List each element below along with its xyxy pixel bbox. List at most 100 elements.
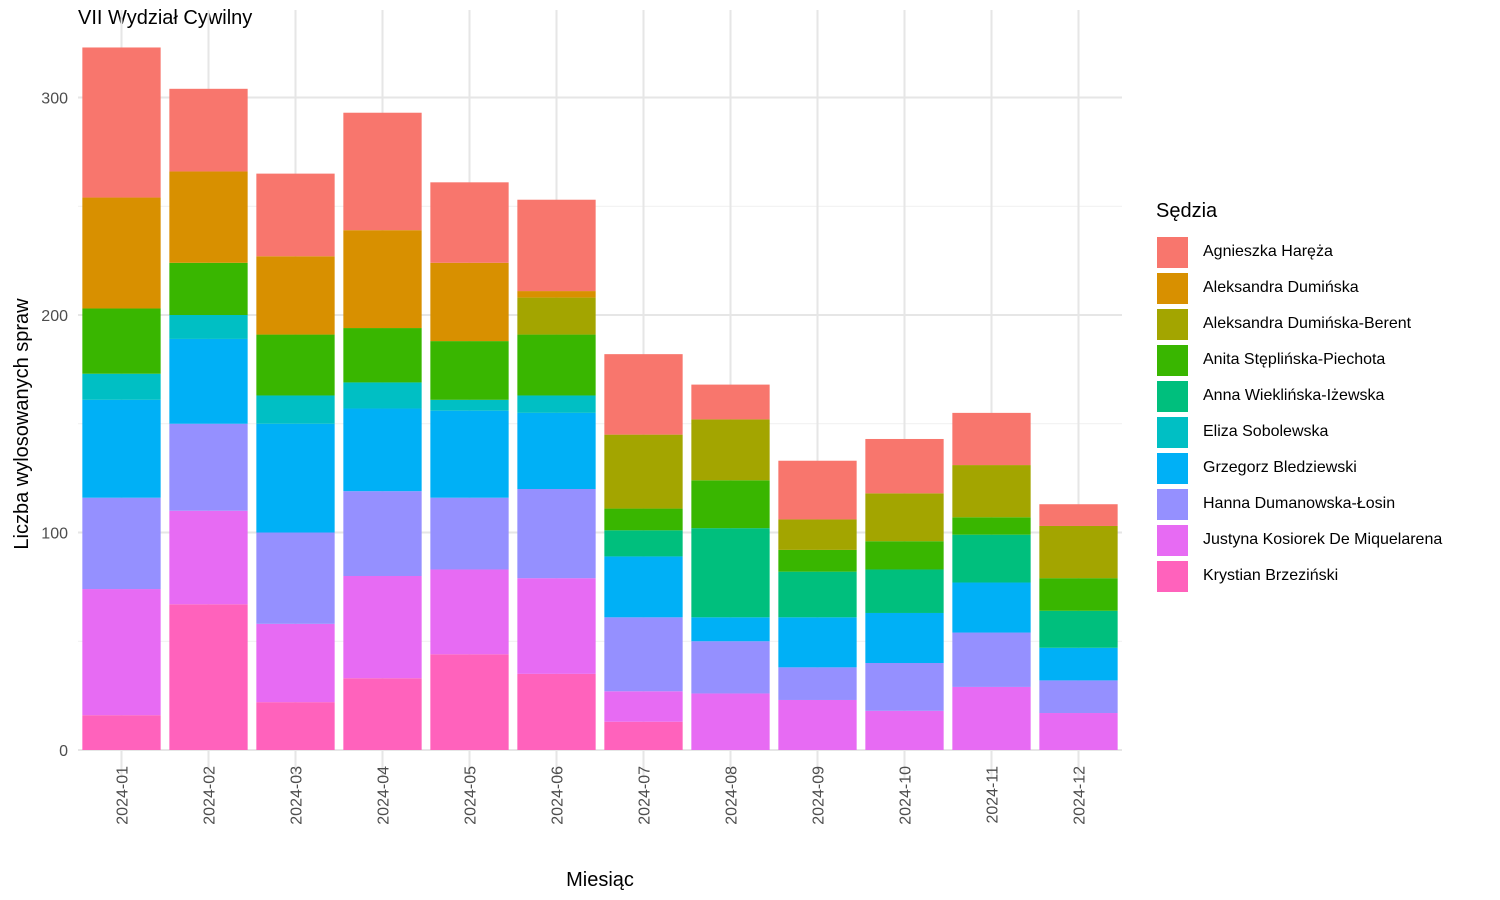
legend-swatch [1156, 379, 1189, 413]
bar-segment [1039, 680, 1118, 714]
legend-swatch [1156, 415, 1189, 449]
x-tick-label: 2024-06 [550, 766, 567, 825]
bar-segment [82, 308, 161, 374]
bar-segment [430, 341, 509, 400]
bar-segment [865, 541, 944, 570]
bar-segment [691, 384, 770, 420]
y-tick-label: 100 [41, 526, 68, 543]
x-tick-label: 2024-03 [289, 766, 306, 825]
bar-segment [604, 691, 683, 722]
legend-items: Agnieszka Haręża Aleksandra Dumińska Aleks… [1156, 234, 1442, 594]
legend-swatch [1156, 559, 1189, 593]
legend-label: Hanna Dumanowska-Łosin [1203, 495, 1396, 512]
bar-segment [604, 617, 683, 692]
bar-segment [604, 354, 683, 435]
legend-title: Sędzia [1156, 200, 1218, 222]
x-tick-label: 2024-11 [985, 766, 1002, 824]
bar-segment [604, 508, 683, 531]
bar-segment [82, 373, 161, 400]
bar-segment [169, 423, 248, 511]
bar-segment [343, 408, 422, 492]
bar-segment [82, 399, 161, 498]
bar-segment [82, 715, 161, 750]
legend-swatch [1156, 271, 1189, 305]
bar-segment [256, 702, 335, 750]
bar-segment [1039, 525, 1118, 579]
bar-segment [952, 686, 1031, 750]
bar-segment [691, 641, 770, 694]
bar-segment [430, 410, 509, 498]
bar-segment [256, 532, 335, 624]
legend-swatch [1156, 487, 1189, 521]
bar-segment [517, 297, 596, 335]
bar-segment [343, 382, 422, 409]
x-axis: 2024-01 2024-02 2024-03 2024-04 2024-05 2024-… [115, 766, 1089, 825]
x-tick-label: 2024-01 [115, 766, 132, 825]
bar-segment [256, 623, 335, 703]
bar-segment [169, 510, 248, 605]
bar-segment [952, 517, 1031, 535]
legend: Sędzia Agnieszka Haręża Aleksandra Dumińs… [1156, 200, 1442, 594]
bar-segment [430, 182, 509, 263]
bar-segment [1039, 647, 1118, 681]
bar-segment [952, 632, 1031, 687]
legend-label: Krystian Brzeziński [1203, 567, 1339, 584]
bar-segment [604, 530, 683, 557]
bar-segment [778, 519, 857, 550]
x-tick-label: 2024-10 [898, 766, 915, 825]
bar-segment [343, 576, 422, 679]
bars [82, 47, 1118, 750]
legend-item: Eliza Sobolewska [1156, 414, 1442, 450]
legend-item: Justyna Kosiorek De Miquelarena [1156, 522, 1442, 558]
bar-segment [430, 497, 509, 570]
bar-segment [952, 534, 1031, 583]
bar-segment [778, 549, 857, 572]
bar-segment [256, 334, 335, 396]
legend-label: Eliza Sobolewska [1203, 423, 1329, 440]
bar-segment [517, 334, 596, 396]
bar-segment [430, 569, 509, 655]
y-tick-label: 300 [41, 91, 68, 108]
bar-segment [778, 460, 857, 520]
bar-segment [778, 617, 857, 668]
bar-segment [169, 262, 248, 315]
bar-segment [1039, 504, 1118, 526]
legend-item: Agnieszka Haręża [1156, 234, 1442, 270]
bar-segment [1039, 713, 1118, 750]
bar-segment [691, 480, 770, 529]
bar-segment [82, 589, 161, 716]
bar-segment [430, 654, 509, 750]
bar-segment [169, 171, 248, 263]
bar-segment [82, 497, 161, 590]
bar-segment [169, 604, 248, 750]
bar-segment [517, 412, 596, 489]
x-axis-label: Miesiąc [566, 869, 634, 891]
bar-segment [865, 438, 944, 494]
x-tick-label: 2024-02 [202, 766, 219, 825]
bar-segment [343, 230, 422, 329]
bar-segment [952, 412, 1031, 466]
bar-segment [517, 199, 596, 292]
bar-segment [952, 465, 1031, 518]
bar-segment [865, 612, 944, 663]
x-tick-label: 2024-07 [637, 766, 654, 825]
legend-swatch [1156, 523, 1189, 557]
bar-segment [517, 673, 596, 750]
bar-segment [865, 569, 944, 613]
x-tick-label: 2024-05 [463, 766, 480, 825]
bar-segment [952, 582, 1031, 633]
bar-segment [256, 395, 335, 424]
legend-label: Anita Stęplińska-Piechota [1203, 351, 1386, 368]
bar-segment [865, 493, 944, 542]
legend-item: Anita Stęplińska-Piechota [1156, 342, 1442, 378]
y-axis: 0 100 200 300 [41, 91, 68, 761]
legend-item: Hanna Dumanowska-Łosin [1156, 486, 1442, 522]
bar-segment [343, 678, 422, 750]
bar-segment [430, 262, 509, 342]
bar-segment [517, 395, 596, 413]
bar-segment [865, 663, 944, 711]
legend-item: Anna Wieklińska-Iżewska [1156, 378, 1442, 414]
legend-swatch [1156, 343, 1189, 377]
y-tick-label: 200 [41, 308, 68, 325]
legend-label: Anna Wieklińska-Iżewska [1203, 387, 1385, 404]
